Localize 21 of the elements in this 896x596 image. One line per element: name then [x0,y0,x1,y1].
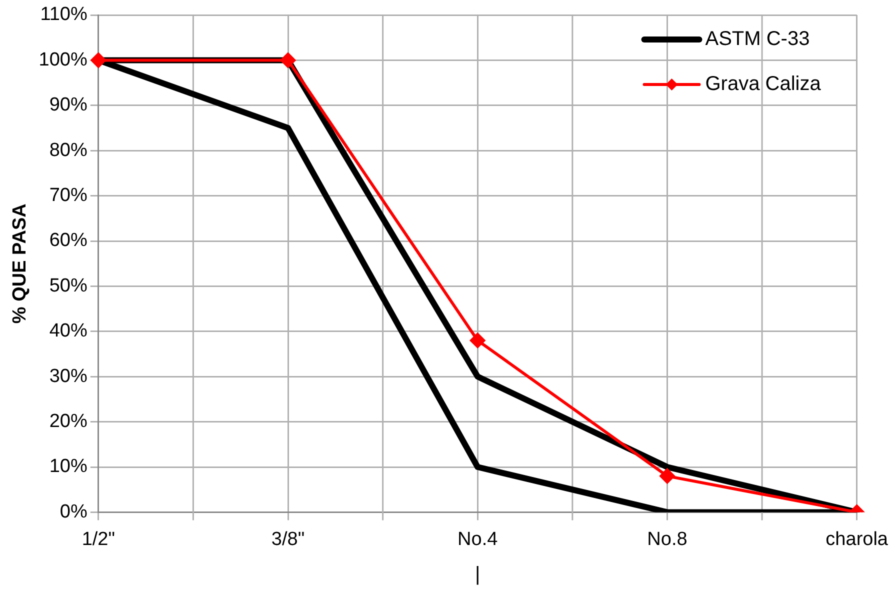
legend-label: Grava Caliza [705,73,822,96]
y-tick-label: 70% [49,185,88,206]
x-axis-title: | [475,564,480,586]
y-axis-title: % QUE PASA [10,203,31,324]
x-tick-label: No.4 [458,528,498,550]
y-tick-label: 20% [49,411,88,432]
y-tick-label: 80% [49,140,88,161]
y-tick-label: 40% [49,320,88,342]
y-tick-label: 100% [38,49,88,70]
y-tick-label: 0% [60,501,88,522]
x-tick-label: charola [826,528,888,550]
y-tick-label: 90% [49,94,88,116]
y-tick-label: 60% [49,230,88,252]
x-tick-label: 3/8" [271,528,305,550]
legend-label: ASTM C-33 [705,28,810,50]
y-tick-label: 10% [49,456,88,478]
x-tick-label: No.8 [647,528,688,550]
y-tick-label: 110% [40,4,88,26]
y-tick-label: 50% [49,275,88,296]
y-tick-label: 30% [49,366,88,387]
x-tick-label: 1/2" [82,528,115,550]
